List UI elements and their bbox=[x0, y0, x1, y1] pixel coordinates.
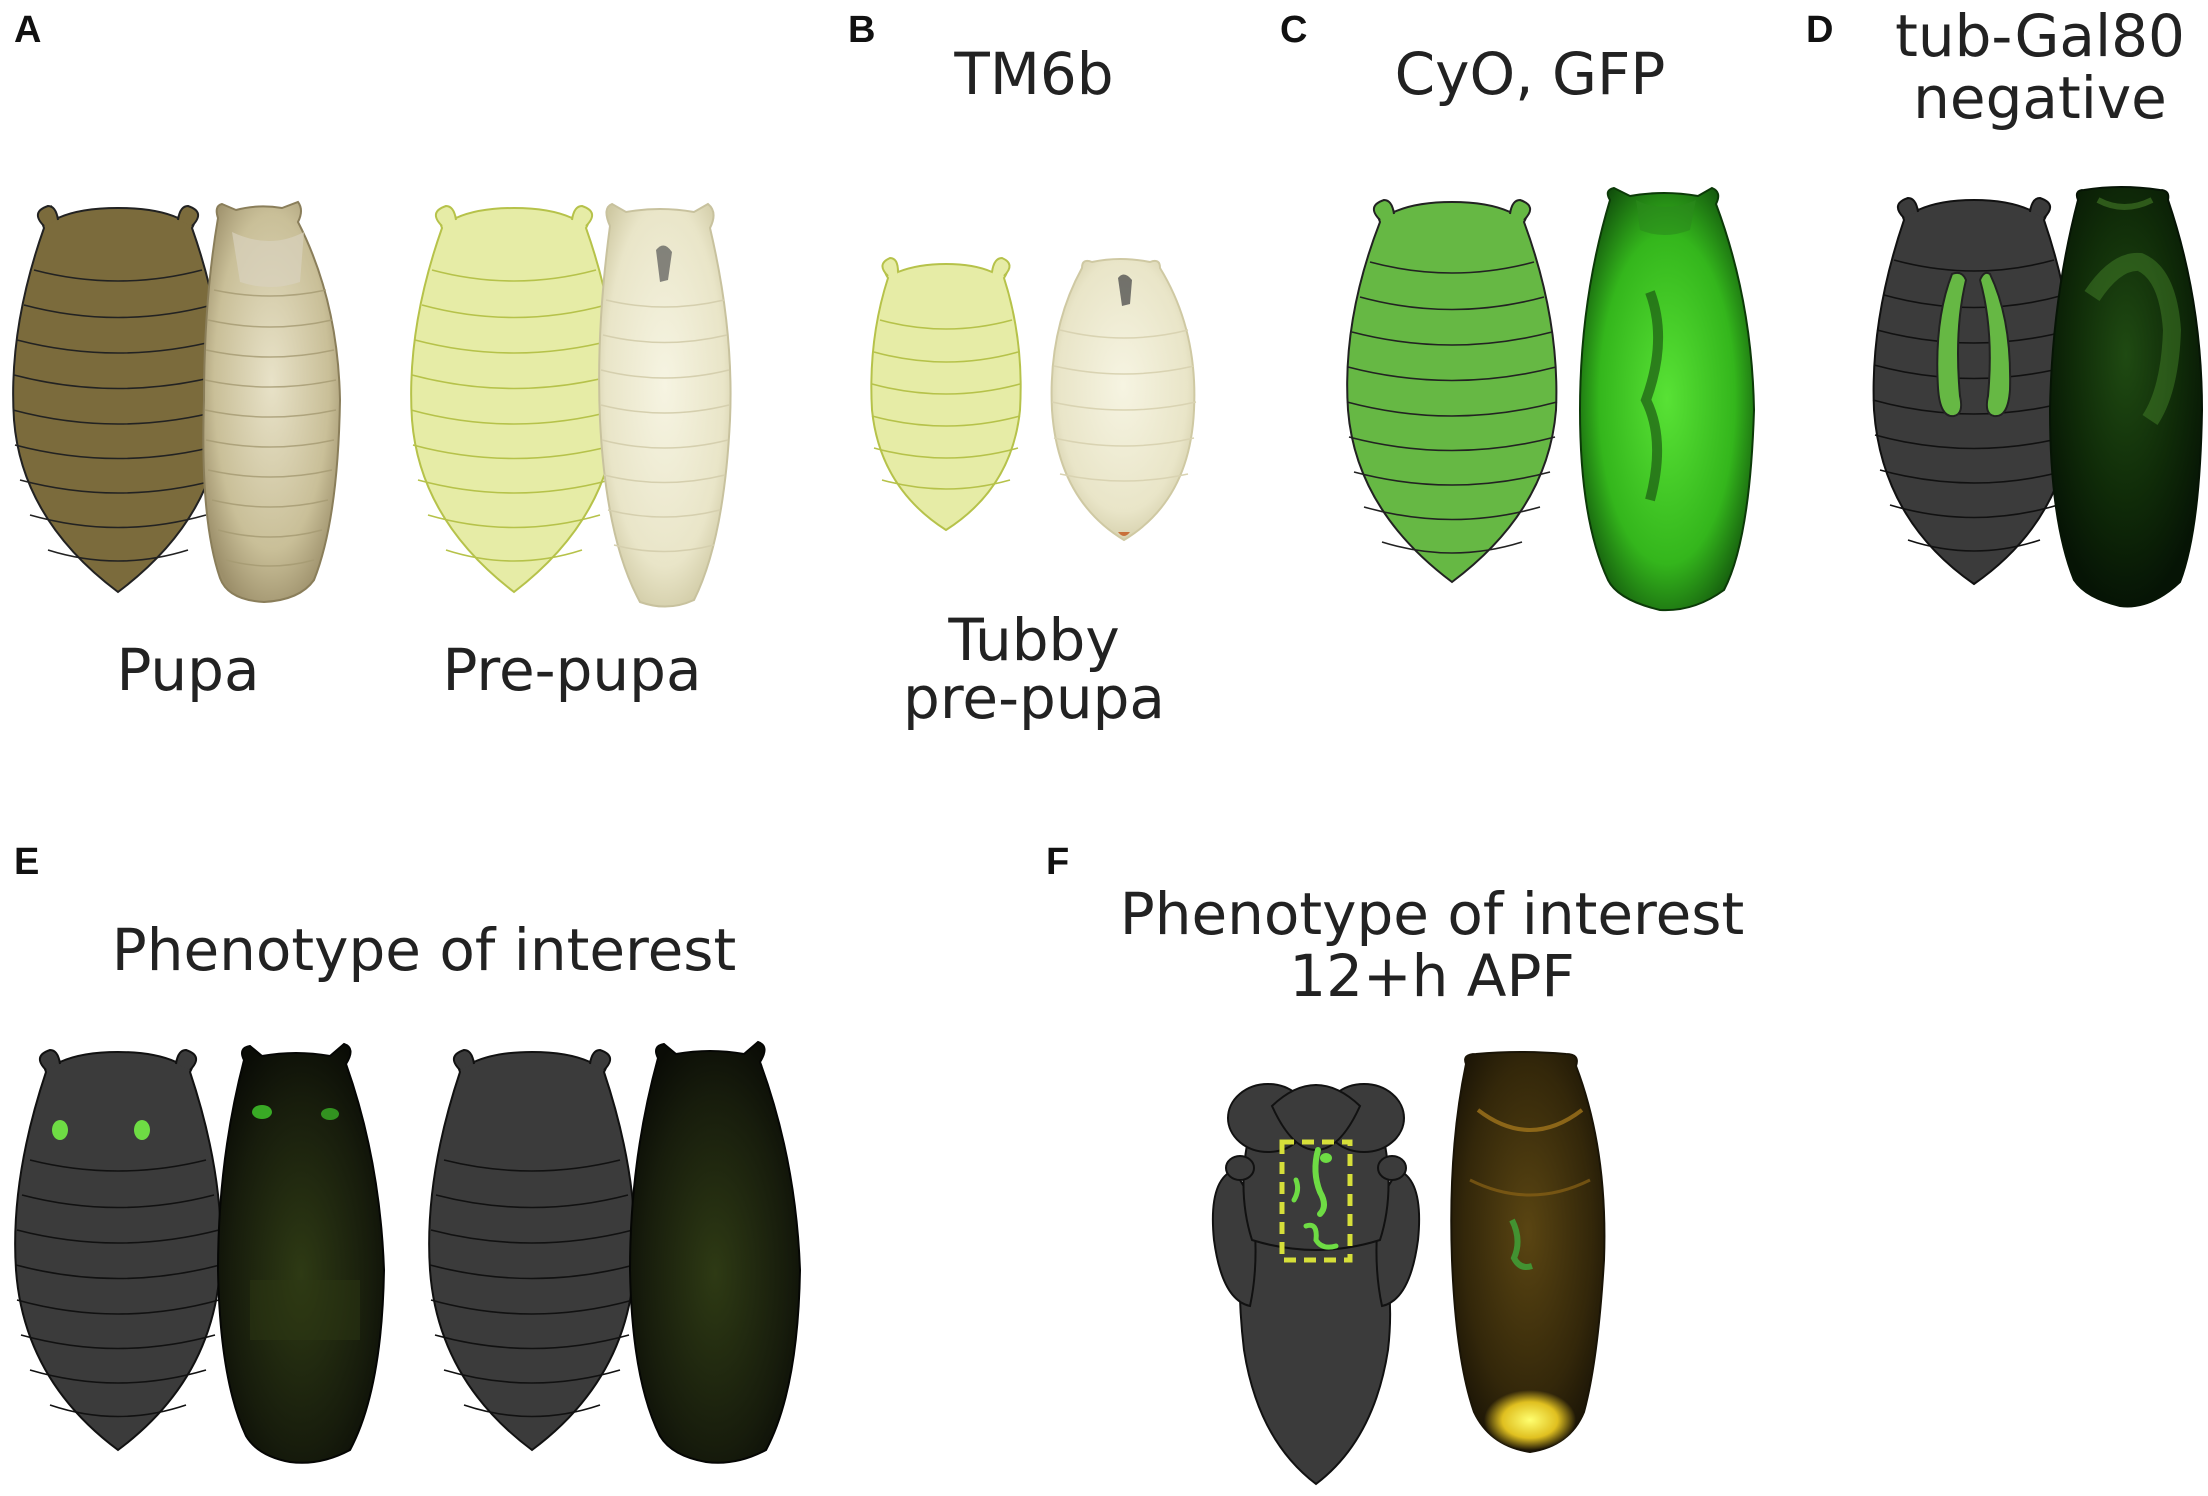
panel-label-e: E bbox=[14, 841, 39, 883]
panel-d-title-line1: tub-Gal80 bbox=[1895, 2, 2185, 70]
prepupa-diagram bbox=[410, 204, 618, 594]
panel-label-c: C bbox=[1280, 9, 1307, 51]
cyo-gfp-photo bbox=[1578, 186, 1756, 612]
prepupa-photo bbox=[598, 202, 732, 608]
panel-c: C CyO, GFP bbox=[1280, 9, 1756, 612]
panel-b-title: TM6b bbox=[953, 40, 1113, 108]
panel-f-title-line2: 12+h APF bbox=[1289, 942, 1575, 1010]
pupa-diagram bbox=[12, 204, 224, 594]
phenotype-diagram-2 bbox=[428, 1048, 636, 1452]
panel-a: A bbox=[12, 9, 732, 704]
panel-e: E Phenotype of interest bbox=[14, 841, 802, 1464]
caption-prepupa: Pre-pupa bbox=[442, 636, 701, 704]
phenotype-photo-2 bbox=[628, 1040, 802, 1464]
panel-b: B TM6b T bbox=[848, 9, 1197, 732]
pupa-apf-photo bbox=[1450, 1051, 1606, 1454]
caption-pupa: Pupa bbox=[116, 636, 259, 704]
phenotype-diagram-1 bbox=[14, 1048, 222, 1452]
panel-d-title-line2: negative bbox=[1913, 64, 2167, 132]
panel-label-a: A bbox=[14, 9, 41, 51]
panel-f-title-line1: Phenotype of interest bbox=[1120, 880, 1745, 948]
panel-c-title: CyO, GFP bbox=[1395, 40, 1666, 108]
tub-gal80-photo bbox=[2048, 186, 2204, 608]
phenotype-photo-1 bbox=[216, 1042, 386, 1464]
panel-label-b: B bbox=[848, 9, 875, 51]
panel-label-f: F bbox=[1046, 841, 1069, 883]
tub-gal80-diagram bbox=[1872, 196, 2076, 586]
pupa-photo bbox=[202, 200, 342, 604]
pupa-apf-diagram bbox=[1211, 1083, 1421, 1486]
cyo-gfp-diagram bbox=[1346, 198, 1558, 584]
tubby-prepupa-diagram bbox=[870, 256, 1022, 532]
panel-d: D tub-Gal80 negative bbox=[1806, 2, 2204, 608]
panel-f: F Phenotype of interest 12+h APF bbox=[1046, 841, 1745, 1486]
panel-b-caption-line2: pre-pupa bbox=[903, 664, 1165, 732]
tubby-prepupa-photo bbox=[1050, 258, 1197, 542]
panel-label-d: D bbox=[1806, 9, 1833, 51]
panel-e-title: Phenotype of interest bbox=[112, 916, 737, 984]
panel-b-caption-line1: Tubby bbox=[947, 606, 1119, 674]
